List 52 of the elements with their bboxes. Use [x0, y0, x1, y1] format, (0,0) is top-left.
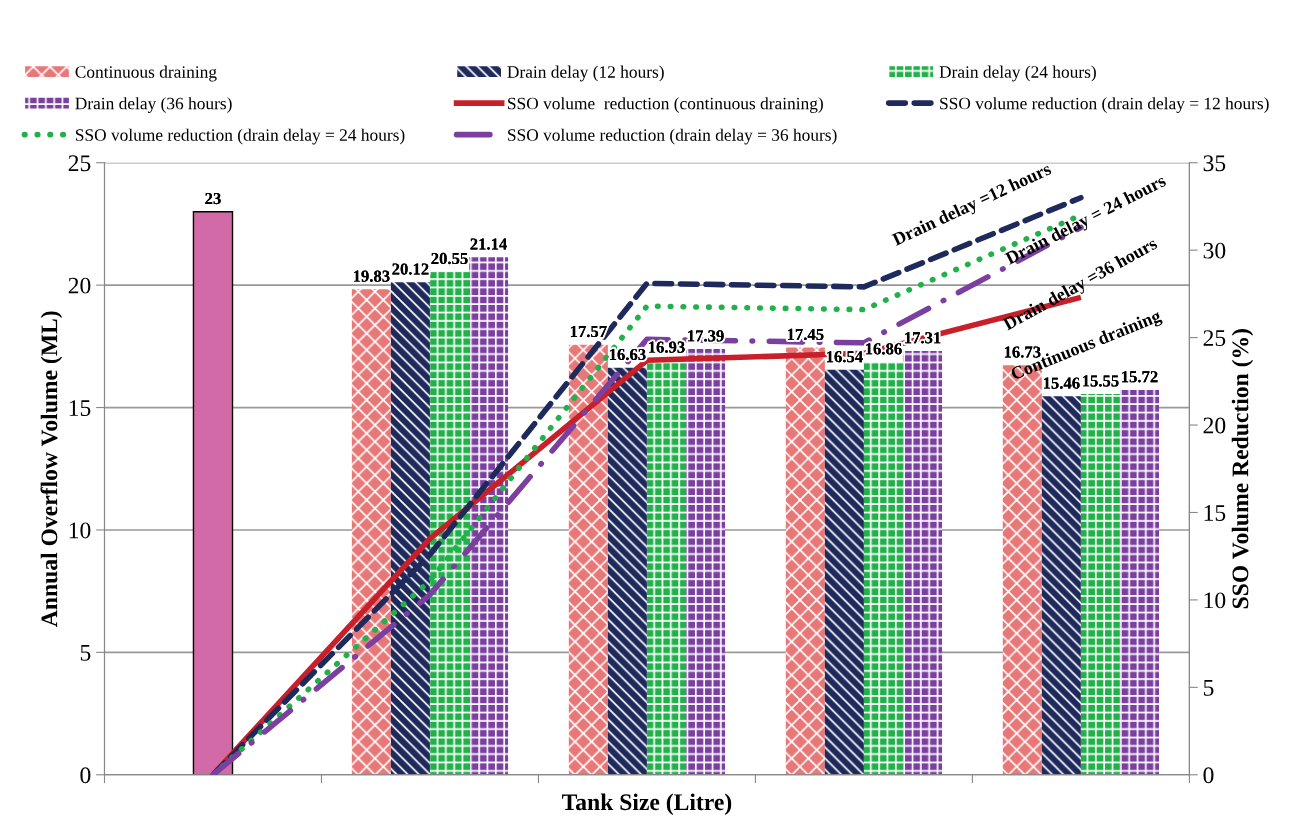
- bar: [785, 347, 825, 775]
- data-label: 16.63: [609, 348, 646, 361]
- bar: [902, 350, 943, 775]
- bar: [1041, 396, 1081, 775]
- data-label: 20.55: [431, 252, 468, 265]
- y2-tick-label: 25: [1203, 330, 1226, 347]
- bar: [469, 257, 509, 775]
- y2-tick-label: 10: [1204, 592, 1226, 609]
- legend-label: Drain delay (36 hours): [75, 97, 232, 113]
- legend-label: Drain delay (24 hours): [939, 65, 1096, 82]
- y2-tick-label: 5: [1203, 680, 1214, 696]
- data-label: 17.57: [570, 325, 607, 338]
- bar: [1080, 394, 1120, 775]
- legend-label: SSO volume reduction (drain delay = 12 hours): [940, 97, 1269, 113]
- data-label: 15.46: [1043, 377, 1080, 389]
- y2-tick-label: 30: [1203, 242, 1226, 259]
- bar: [429, 271, 470, 775]
- data-label: 23: [205, 192, 221, 205]
- data-label: 21.14: [470, 238, 507, 250]
- bar: [351, 289, 391, 775]
- data-label: 15.72: [1122, 371, 1158, 383]
- y-tick-label: 20: [68, 277, 91, 294]
- data-label: 19.83: [353, 270, 390, 282]
- y2-tick-label: 20: [1203, 417, 1226, 434]
- y2-tick-label: 15: [1204, 505, 1226, 521]
- bar: [192, 210, 234, 775]
- legend-label: SSO volume reduction (drain delay = 24 hours): [75, 128, 405, 145]
- bar: [685, 349, 726, 775]
- bar: [863, 362, 903, 775]
- bar: [1119, 389, 1159, 775]
- y2-tick-label: 35: [1203, 155, 1226, 172]
- y2-axis-title: SSO Volume Reduction (%): [1231, 329, 1254, 609]
- legend-label: Continuous draining: [75, 65, 217, 82]
- legend-label: SSO volume reduction (continuous draining): [508, 97, 823, 113]
- legend-label: SSO volume reduction (drain delay = 36 hours): [508, 128, 837, 145]
- data-label: 16.93: [649, 341, 685, 353]
- bar: [568, 344, 608, 775]
- y-tick-label: 15: [69, 400, 91, 416]
- y-tick-label: 10: [69, 522, 91, 539]
- y-tick-label: 5: [80, 645, 91, 661]
- bar: [607, 367, 647, 775]
- y-tick-label: 25: [68, 155, 91, 172]
- x-axis-title: Tank Size (Litre): [562, 793, 732, 815]
- y2-tick-label: 0: [1203, 767, 1214, 784]
- y-axis-title: Annual Overflow Volume (ML): [40, 311, 63, 627]
- bar: [646, 360, 686, 775]
- bar: [824, 369, 864, 775]
- legend-label: Drain delay (12 hours): [507, 65, 664, 82]
- data-label: 20.12: [392, 263, 429, 275]
- y-tick-label: 0: [80, 767, 91, 784]
- bar: [390, 282, 430, 775]
- data-label: 17.45: [787, 328, 824, 341]
